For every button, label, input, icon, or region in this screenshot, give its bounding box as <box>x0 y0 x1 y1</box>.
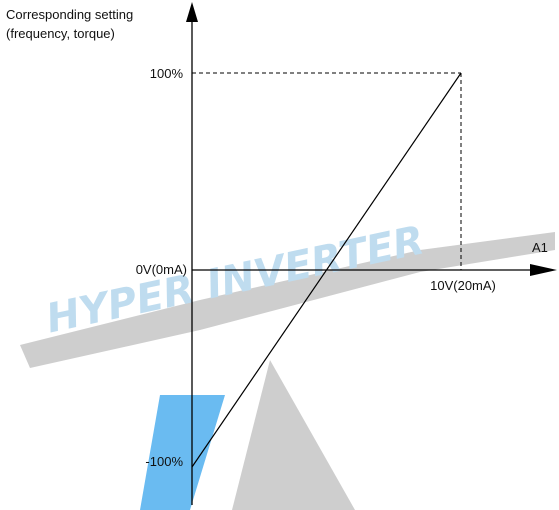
y-max-label: 100% <box>150 66 184 81</box>
watermark-blue-shape <box>140 395 225 510</box>
watermark: HYPER INVERTER <box>20 217 555 510</box>
x-origin-label: 0V(0mA) <box>136 262 187 277</box>
x-max-label: 10V(20mA) <box>430 278 496 293</box>
watermark-gray-triangle <box>232 360 355 510</box>
watermark-gray-swoosh <box>20 232 555 368</box>
y-min-label: -100% <box>145 454 183 469</box>
y-axis-title-line1: Corresponding setting <box>6 7 133 22</box>
x-axis-arrow <box>530 264 557 276</box>
y-axis-arrow <box>186 2 198 22</box>
x-axis-title: A1 <box>532 240 548 255</box>
characteristic-line <box>191 72 462 468</box>
y-axis-title-line2: (frequency, torque) <box>6 26 115 41</box>
